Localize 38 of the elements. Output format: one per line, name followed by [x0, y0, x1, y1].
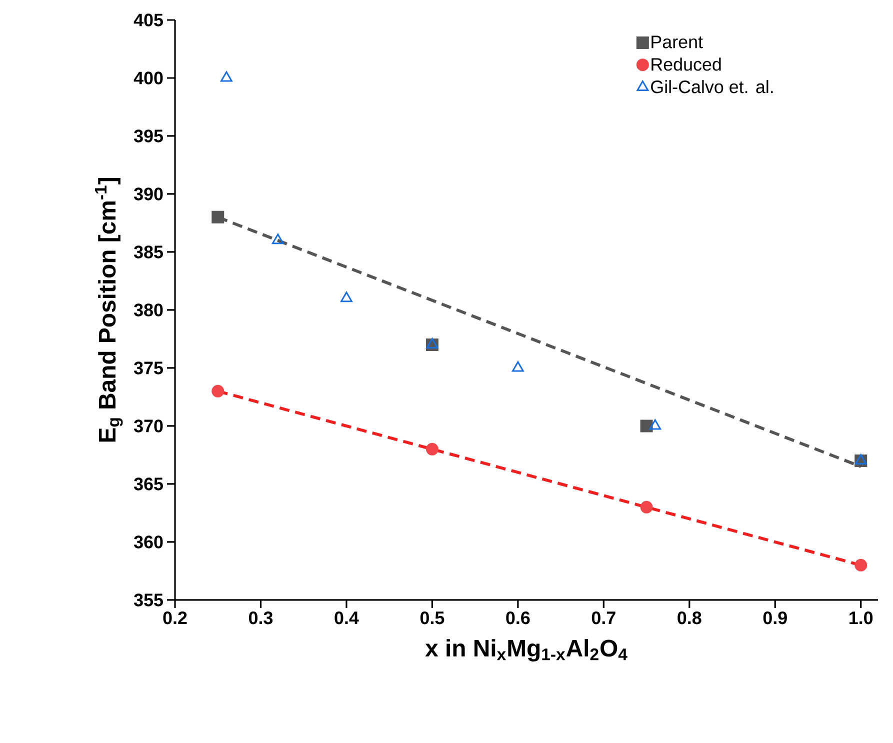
point — [272, 234, 284, 244]
y-tick-label: 400 — [134, 72, 163, 84]
x-tick-label: 0.8 — [678, 611, 702, 624]
y-tick-label: 355 — [134, 594, 163, 606]
point — [640, 420, 653, 432]
point — [212, 384, 224, 398]
y-tick-label: 360 — [134, 536, 163, 548]
point — [426, 338, 438, 349]
x-tick-label: 0.7 — [592, 611, 616, 624]
y-tick-label: 405 — [134, 14, 163, 26]
y-tick-label: 370 — [134, 420, 163, 432]
y-tick-label: 375 — [134, 362, 163, 374]
point — [220, 71, 232, 82]
x-tick-label: 0.5 — [420, 611, 444, 624]
legend-label: Gil-Calvo et. al. — [651, 80, 773, 94]
y-tick-label: 365 — [134, 478, 163, 490]
legend-label: Reduced — [652, 58, 721, 71]
x-tick-label: 0.2 — [163, 611, 187, 624]
legend-label: Parent — [652, 36, 703, 48]
x-tick-label: 1.0 — [850, 611, 873, 624]
point — [640, 500, 653, 514]
point — [212, 210, 224, 224]
point — [854, 558, 868, 572]
y-tick-label: 390 — [134, 188, 163, 200]
point — [649, 419, 662, 430]
y-tick-label: 380 — [134, 304, 163, 316]
point — [854, 454, 867, 465]
x-tick-label: 0.4 — [334, 611, 359, 624]
y-tick-label: 385 — [134, 246, 163, 258]
point — [340, 292, 352, 302]
point — [426, 442, 438, 456]
x-tick-label: 0.6 — [506, 611, 530, 624]
y-tick-label: 395 — [134, 130, 163, 142]
point — [512, 361, 524, 372]
y-axis-title: E$_{g}$ Band Position [cm$^{-1}$] — [94, 178, 123, 442]
x-tick-label: 0.3 — [248, 611, 273, 624]
x-tick-label: 0.9 — [763, 611, 787, 624]
x-axis-title: x in Ni$_{x}$Mg$_{1-x}$Al$_{2}$O$_{4}$ — [425, 639, 628, 662]
